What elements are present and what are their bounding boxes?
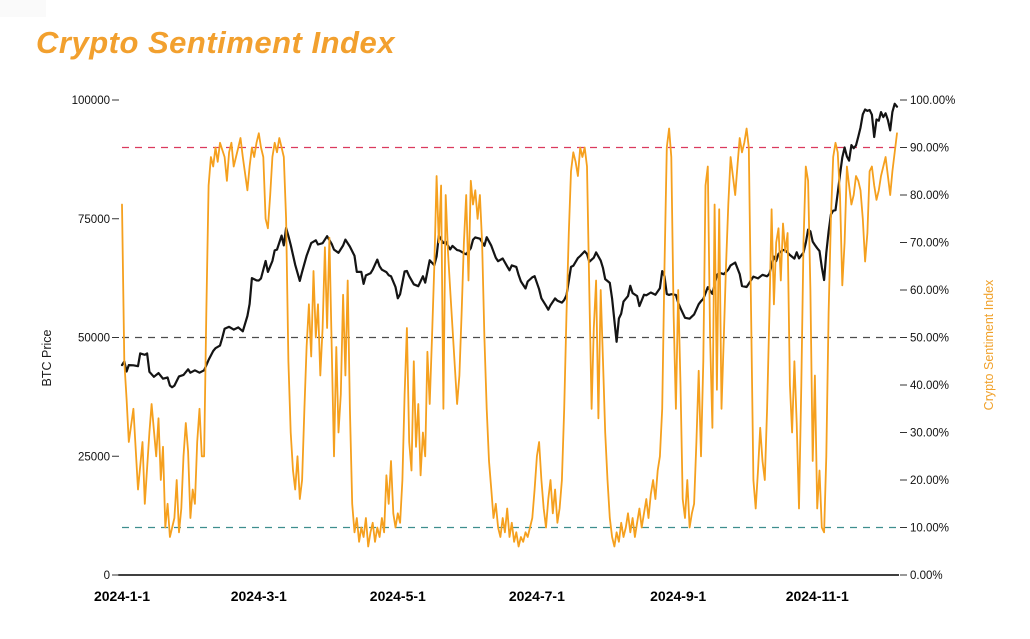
btc-price-line — [120, 102, 899, 389]
right-axis-tick-label: 20.00% — [910, 475, 949, 487]
x-axis-tick-label: 2024-9-1 — [650, 588, 706, 604]
right-axis-tick-label: 100.00% — [910, 95, 955, 107]
right-axis-tick-label: 60.00% — [910, 285, 949, 297]
left-axis-tick-label: 75000 — [78, 214, 110, 226]
x-axis-tick-label: 2024-5-1 — [370, 588, 426, 604]
corner-artifact — [0, 0, 46, 17]
x-axis-tick-label: 2024-11-1 — [786, 588, 849, 604]
right-axis-tick-label: 90.00% — [910, 143, 949, 155]
left-axis-tick-label: 100000 — [72, 95, 110, 107]
x-axis-tick-label: 2024-3-1 — [231, 588, 287, 604]
sentiment-index-line — [121, 127, 898, 548]
page-title: Crypto Sentiment Index — [36, 25, 395, 60]
right-axis-tick-label: 10.00% — [910, 523, 949, 535]
right-axis-tick-label: 40.00% — [910, 380, 949, 392]
right-axis-tick-label: 80.00% — [910, 190, 949, 202]
x-axis-tick-label: 2024-7-1 — [509, 588, 565, 604]
right-axis-tick-label: 70.00% — [910, 238, 949, 250]
left-axis-tick-label: 0 — [104, 570, 110, 582]
right-axis-tick-label: 30.00% — [910, 428, 949, 440]
right-axis-tick-label: 0.00% — [910, 570, 943, 582]
right-axis-tick-label: 50.00% — [910, 333, 949, 345]
left-axis-tick-label: 50000 — [78, 333, 110, 345]
left-axis-tick-label: 25000 — [78, 451, 110, 463]
x-axis-tick-label: 2024-1-1 — [94, 588, 150, 604]
